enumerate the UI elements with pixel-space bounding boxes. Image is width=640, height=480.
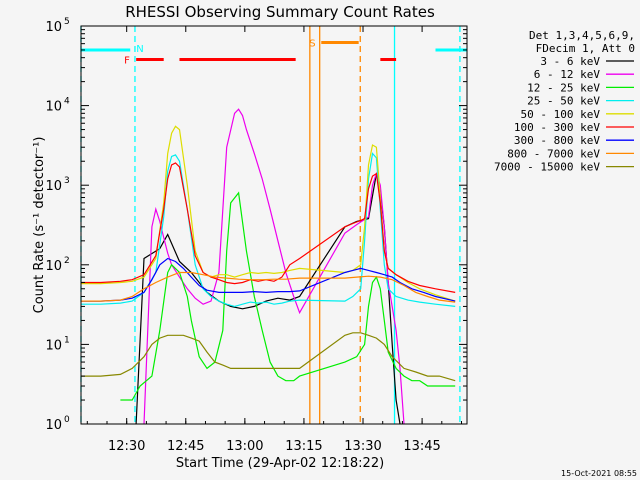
legend-item-3: 25 - 50 keV: [527, 95, 600, 108]
y-tick-exponent-0: 0: [64, 415, 70, 425]
y-axis-label: Count Rate (s⁻¹ detector⁻¹): [32, 137, 47, 314]
y-tick-exponent-4: 4: [64, 97, 70, 107]
series-line-5: [81, 162, 456, 293]
plot-frame: [80, 25, 468, 425]
x-tick-label-3: 13:15: [285, 439, 322, 454]
y-tick-label-3: 10: [45, 179, 62, 194]
x-axis: 12:30 12:45 13:00 13:15 13:30 13:45: [86, 26, 462, 454]
legend-item-7: 800 - 7000 keV: [507, 147, 600, 160]
y-tick-label-5: 10: [45, 20, 62, 35]
y-tick-exponent-5: 5: [64, 17, 70, 27]
series-line-6: [81, 257, 456, 302]
legend-item-1: 6 - 12 keV: [534, 68, 601, 81]
attenuator-label-0: N: [136, 44, 143, 55]
series-line-7: [81, 271, 456, 303]
x-axis-label: Start Time (29-Apr-02 12:18:22): [176, 456, 384, 471]
legend-item-2: 12 - 25 keV: [527, 81, 600, 94]
series-line-8: [81, 332, 456, 382]
legend: Det 1,3,4,5,6,9, FDecim 1, Att 0 3 - 6 k…: [494, 29, 635, 174]
y-tick-exponent-2: 2: [64, 256, 70, 266]
legend-item-5: 100 - 300 keV: [514, 121, 600, 134]
series-line-4: [81, 125, 456, 302]
y-tick-label-1: 10: [45, 338, 62, 353]
series-line-2: [120, 191, 456, 401]
y-tick-label-0: 10: [45, 418, 62, 433]
flag-label-0: F: [124, 55, 130, 66]
legend-item-0: 3 - 6 keV: [540, 55, 600, 68]
x-tick-label-1: 12:45: [167, 439, 204, 454]
flags-layer: NF S: [81, 39, 467, 66]
y-tick-label-2: 10: [45, 259, 62, 274]
legend-item-6: 300 - 800 keV: [514, 134, 600, 147]
x-tick-label-0: 12:30: [108, 439, 145, 454]
legend-header-line-1: Det 1,3,4,5,6,9,: [529, 29, 635, 42]
x-tick-label-4: 13:30: [344, 439, 381, 454]
y-tick-exponent-3: 3: [64, 176, 70, 186]
x-tick-label-2: 13:00: [226, 439, 263, 454]
y-tick-label-4: 10: [45, 100, 62, 115]
chart-title: RHESSI Observing Summary Count Rates: [125, 3, 435, 21]
flag-label-1: S: [309, 39, 315, 50]
legend-header-line-2: FDecim 1, Att 0: [536, 42, 635, 55]
legend-item-8: 7000 - 15000 keV: [494, 161, 600, 174]
y-tick-exponent-1: 1: [64, 335, 70, 345]
marker-lines: [80, 26, 461, 424]
timestamp: 15-Oct-2021 08:55: [561, 469, 637, 478]
x-tick-label-5: 13:45: [403, 439, 440, 454]
series-layer: [81, 108, 456, 425]
legend-item-4: 50 - 100 keV: [521, 108, 601, 121]
